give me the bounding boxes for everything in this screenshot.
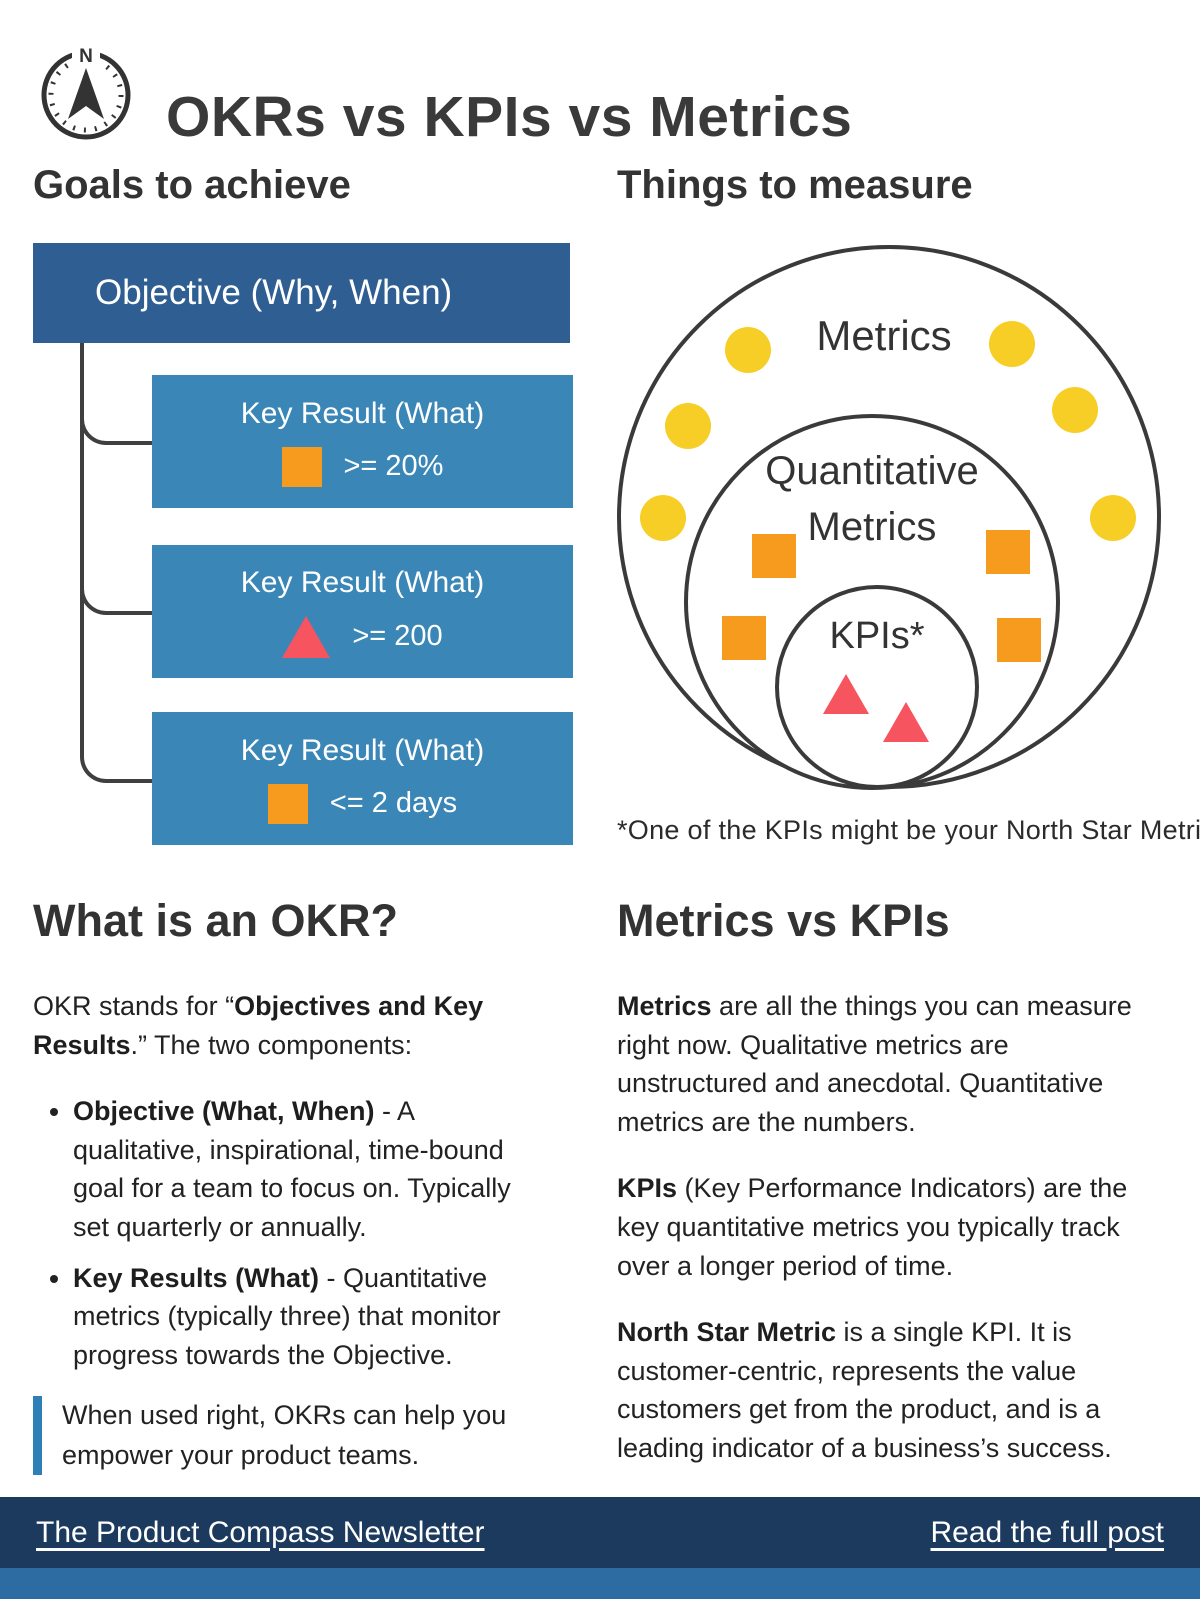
- key-result-box: Key Result (What) <= 2 days: [152, 712, 573, 845]
- north-star-paragraph: North Star Metric is a single KPI. It is…: [617, 1313, 1152, 1467]
- key-result-value: <= 2 days: [329, 787, 458, 819]
- red-triangle-icon: [823, 674, 869, 714]
- okr-quote: When used right, OKRs can help you empow…: [33, 1396, 545, 1475]
- compass-n-label: N: [79, 46, 93, 67]
- okr-bullet-bold: Key Results (What): [73, 1262, 320, 1293]
- metrics-circle-label: Metrics: [816, 312, 951, 359]
- kpis-circle-label: KPIs*: [829, 615, 924, 657]
- kpis-paragraph-bold: KPIs: [617, 1173, 678, 1204]
- kpis-circle: [775, 585, 979, 789]
- objective-box: Objective (Why, When): [33, 243, 570, 343]
- red-triangle-icon: [883, 702, 929, 742]
- metrics-vs-kpis-section: Metrics vs KPIs Metrics are all the thin…: [617, 895, 1152, 1496]
- key-result-label: Key Result (What): [240, 565, 485, 599]
- metrics-paragraph-text: are all the things you can measure right…: [617, 991, 1132, 1137]
- yellow-dot-icon: [989, 321, 1035, 367]
- key-result-value-row: >= 20%: [281, 446, 444, 487]
- okr-intro-suffix: .” The two components:: [130, 1029, 413, 1060]
- north-star-paragraph-text: is a single KPI. It is customer-centric,…: [617, 1317, 1112, 1464]
- quantitative-metrics-label-line1: Quantitative: [765, 449, 978, 493]
- quantitative-metrics-label-line2: Metrics: [808, 505, 937, 549]
- key-result-value-row: >= 200: [282, 615, 443, 658]
- metrics-nested-circles-diagram: Metrics Quantitative Metrics KPIs*: [617, 245, 1161, 790]
- yellow-dot-icon: [1052, 387, 1098, 433]
- kpis-paragraph-text: (Key Performance Indicators) are the key…: [617, 1173, 1128, 1281]
- footer-accent-strip: [0, 1568, 1200, 1599]
- compass-logo-icon: N: [41, 44, 131, 140]
- key-result-label: Key Result (What): [240, 396, 485, 430]
- okr-bullet-objective: Objective (What, When) - A qualitative, …: [73, 1092, 545, 1246]
- okr-bullet-bold: Objective (What, When): [73, 1096, 375, 1127]
- kpis-paragraph: KPIs (Key Performance Indicators) are th…: [617, 1169, 1152, 1285]
- goals-heading: Goals to achieve: [33, 163, 351, 207]
- orange-square-icon: [281, 446, 322, 487]
- measure-heading: Things to measure: [617, 163, 973, 207]
- okr-intro-paragraph: OKR stands for “Objectives and Key Resul…: [33, 987, 545, 1064]
- metrics-paragraph-bold: Metrics: [617, 991, 712, 1021]
- what-is-okr-heading: What is an OKR?: [33, 895, 399, 946]
- newsletter-link[interactable]: The Product Compass Newsletter: [36, 1515, 485, 1549]
- objective-connector-line: [80, 343, 156, 783]
- okr-intro-bold: Objectives and Key Results: [33, 991, 484, 1060]
- okr-bullet-list: Objective (What, When) - A qualitative, …: [33, 1092, 545, 1374]
- okr-bullet-text: - A qualitative, inspirational, time-bou…: [73, 1096, 511, 1243]
- north-star-paragraph-bold: North Star Metric: [617, 1317, 837, 1348]
- orange-square-icon: [986, 530, 1030, 574]
- key-result-box: Key Result (What) >= 200: [152, 545, 573, 678]
- yellow-dot-icon: [665, 403, 711, 449]
- page-title: OKRs vs KPIs vs Metrics: [166, 85, 853, 150]
- footer-bar: The Product Compass Newsletter Read the …: [0, 1497, 1200, 1568]
- orange-square-icon: [267, 783, 308, 824]
- yellow-dot-icon: [725, 327, 771, 373]
- okr-bullet-text: - Quantitative metrics (typically three)…: [73, 1262, 501, 1370]
- metrics-paragraph: Metrics are all the things you can measu…: [617, 987, 1152, 1141]
- metrics-vs-kpis-heading: Metrics vs KPIs: [617, 895, 950, 946]
- key-result-value: >= 200: [352, 620, 443, 652]
- objective-label: Objective (Why, When): [95, 273, 453, 312]
- key-result-value-row: <= 2 days: [267, 783, 458, 824]
- yellow-dot-icon: [1090, 495, 1136, 541]
- key-result-label: Key Result (What): [240, 733, 485, 767]
- key-result-box: Key Result (What) >= 20%: [152, 375, 573, 508]
- okr-bullet-key-results: Key Results (What) - Quantitative metric…: [73, 1259, 545, 1375]
- orange-square-icon: [997, 618, 1041, 662]
- okr-intro-prefix: OKR stands for “: [33, 991, 235, 1021]
- read-full-post-link[interactable]: Read the full post: [930, 1515, 1164, 1549]
- orange-square-icon: [752, 534, 796, 578]
- what-is-okr-section: What is an OKR? OKR stands for “Objectiv…: [33, 895, 545, 1475]
- red-triangle-icon: [282, 615, 331, 658]
- yellow-dot-icon: [640, 495, 686, 541]
- key-result-value: >= 20%: [343, 450, 444, 482]
- orange-square-icon: [722, 616, 766, 660]
- north-star-footnote: *One of the KPIs might be your North Sta…: [617, 815, 1200, 845]
